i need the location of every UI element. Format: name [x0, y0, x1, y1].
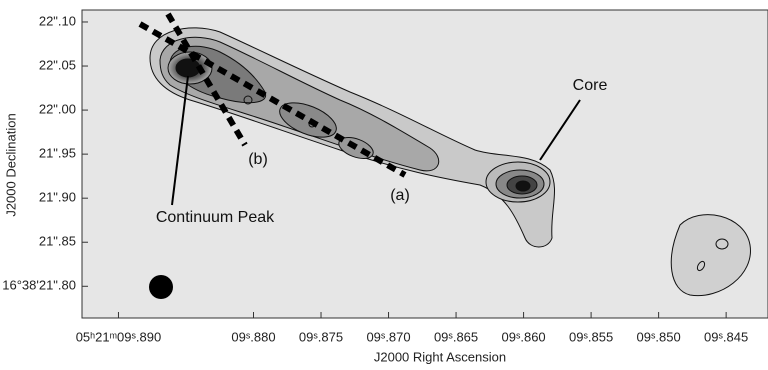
y-tick-label: 22".00 [39, 102, 76, 117]
y-tick-label: 21".95 [39, 146, 76, 161]
y-tick-label: 22".10 [39, 13, 76, 28]
annotation: (b) [248, 151, 268, 168]
annotation: (a) [390, 187, 410, 204]
figure: Core Continuum Peak (a) (b) J2000 Right … [0, 0, 768, 370]
x-tick-label: 09ˢ.870 [366, 329, 410, 344]
x-tick-label: 09ˢ.845 [704, 329, 748, 344]
y-tick-label: 22".05 [39, 57, 76, 72]
x-tick-label: 09ˢ.880 [231, 329, 275, 344]
y-axis-title: J2000 Declination [3, 113, 18, 216]
y-tick-label: 21".85 [39, 234, 76, 249]
x-tick-label: 09ˢ.860 [501, 329, 545, 344]
y-tick-label: 21".90 [39, 190, 76, 205]
annotation: Core [573, 77, 608, 94]
annotation: Continuum Peak [156, 209, 275, 226]
x-tick-label: 05ʰ21ᵐ09ˢ.890 [76, 329, 162, 344]
beam [149, 275, 173, 299]
x-axis-title: J2000 Right Ascension [374, 349, 506, 364]
x-tick-label: 09ˢ.865 [434, 329, 478, 344]
x-tick-label: 09ˢ.850 [637, 329, 681, 344]
x-tick-label: 09ˢ.855 [569, 329, 613, 344]
y-tick-label: 16°38'21".80 [2, 278, 76, 293]
x-tick-label: 09ˢ.875 [299, 329, 343, 344]
